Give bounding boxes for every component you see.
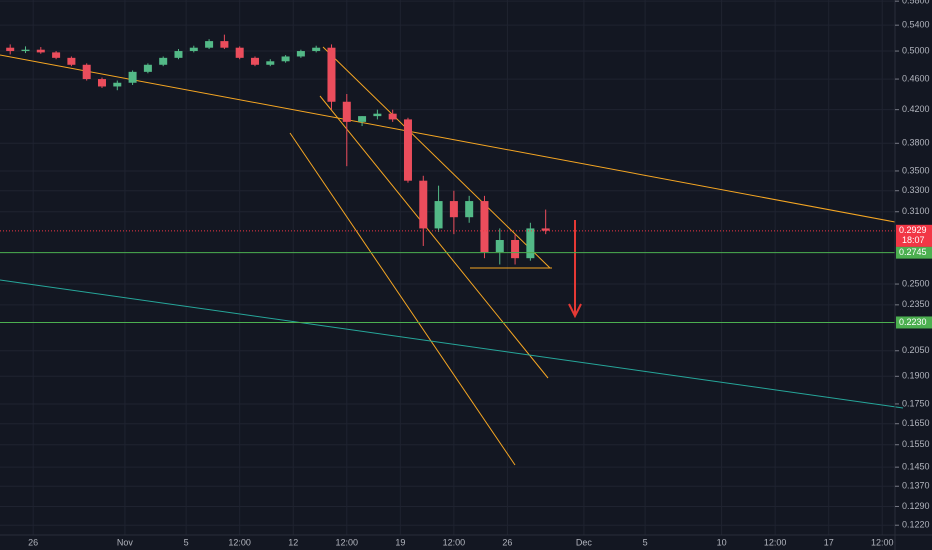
countdown-label: 18:07 bbox=[902, 235, 925, 245]
candle-body bbox=[342, 101, 351, 122]
candle-body bbox=[296, 51, 305, 57]
y-tick-label: 0.5000 bbox=[902, 45, 930, 55]
candle-body bbox=[113, 82, 122, 87]
candle-body bbox=[128, 71, 137, 83]
x-tick-label: 26 bbox=[502, 537, 512, 547]
level-label: 0.2745 bbox=[899, 247, 927, 257]
level-label-bg bbox=[896, 316, 932, 329]
y-tick-label: 0.1290 bbox=[902, 501, 930, 511]
trend-line bbox=[319, 95, 549, 379]
candle-body bbox=[174, 51, 183, 58]
y-tick-label: 0.5400 bbox=[902, 20, 930, 30]
candle-body bbox=[480, 201, 489, 253]
candle-body bbox=[281, 56, 290, 62]
x-tick-label: 12:00 bbox=[871, 537, 894, 547]
x-tick-label: 19 bbox=[395, 537, 405, 547]
y-tick-label: 0.2500 bbox=[902, 278, 930, 288]
candle-body bbox=[541, 228, 550, 231]
trend-line bbox=[0, 279, 904, 409]
y-tick-label: 0.1220 bbox=[902, 520, 930, 530]
last-price-label: 0.2929 bbox=[899, 225, 927, 235]
y-tick-label: 0.4200 bbox=[902, 104, 930, 114]
x-tick-label: 12 bbox=[288, 537, 298, 547]
level-label: 0.2230 bbox=[899, 317, 927, 327]
arrow-head bbox=[568, 303, 582, 319]
candle-body bbox=[312, 47, 321, 52]
candle-body bbox=[82, 64, 91, 80]
candle-body bbox=[52, 52, 61, 58]
y-tick-label: 0.2350 bbox=[902, 299, 930, 309]
candle-body bbox=[266, 61, 275, 65]
candle-body bbox=[189, 47, 198, 52]
drawings bbox=[0, 46, 904, 466]
y-tick-label: 0.1370 bbox=[902, 481, 930, 491]
x-tick-label: Dec bbox=[576, 537, 593, 547]
candle-body bbox=[465, 201, 474, 218]
plot bbox=[0, 34, 895, 323]
candle-body bbox=[449, 201, 458, 218]
candle-body bbox=[511, 240, 520, 259]
y-tick-label: 0.1650 bbox=[902, 418, 930, 428]
candle-body bbox=[21, 49, 30, 52]
axes: 26 Nov 5 12:00 12 12:00 19 12:00 26 Dec 5 10 12:00 17… bbox=[28, 0, 932, 547]
trend-line bbox=[289, 132, 516, 466]
y-tick-label: 0.3300 bbox=[902, 185, 930, 195]
candle-body bbox=[159, 57, 168, 65]
candle-body bbox=[495, 240, 504, 253]
candle-body bbox=[67, 57, 76, 65]
candle-body bbox=[143, 64, 152, 72]
x-tick-label: 12:00 bbox=[336, 537, 359, 547]
x-tick-label: 26 bbox=[28, 537, 38, 547]
candle-body bbox=[419, 180, 428, 229]
x-tick-label: 17 bbox=[824, 537, 834, 547]
candle-body bbox=[434, 201, 443, 229]
y-tick-label: 0.5800 bbox=[902, 0, 930, 6]
y-tick-label: 0.1750 bbox=[902, 398, 930, 408]
y-tick-label: 0.3100 bbox=[902, 206, 930, 216]
y-tick-label: 0.4600 bbox=[902, 73, 930, 83]
candle-body bbox=[205, 41, 214, 48]
x-tick-label: 12:00 bbox=[443, 537, 466, 547]
x-tick-label: 12:00 bbox=[228, 537, 251, 547]
y-tick-label: 0.3800 bbox=[902, 138, 930, 148]
candle-body bbox=[36, 49, 45, 53]
y-tick-label: 0.1900 bbox=[902, 371, 930, 381]
x-tick-label: 5 bbox=[184, 537, 189, 547]
candle-body bbox=[403, 119, 412, 181]
candle-body bbox=[358, 116, 367, 122]
y-tick-label: 0.1450 bbox=[902, 462, 930, 472]
grid bbox=[0, 0, 895, 535]
trend-line bbox=[0, 54, 896, 223]
candle-body bbox=[327, 47, 336, 102]
candle-body bbox=[526, 228, 535, 259]
candle-body bbox=[220, 41, 229, 48]
x-tick-label: 12:00 bbox=[764, 537, 787, 547]
x-tick-label: 10 bbox=[717, 537, 727, 547]
x-tick-label: Nov bbox=[117, 537, 134, 547]
candle-body bbox=[388, 113, 397, 120]
candle-body bbox=[250, 57, 259, 65]
y-tick-label: 0.1550 bbox=[902, 439, 930, 449]
y-tick-label: 0.3500 bbox=[902, 165, 930, 175]
candle-body bbox=[97, 79, 106, 87]
candle-body bbox=[235, 47, 244, 58]
x-tick-label: 5 bbox=[643, 537, 648, 547]
y-tick-label: 0.2050 bbox=[902, 345, 930, 355]
level-label-bg bbox=[896, 246, 932, 259]
candle-body bbox=[373, 113, 382, 117]
trend-line bbox=[322, 46, 551, 269]
last-price-bg bbox=[896, 224, 932, 247]
candle-body bbox=[6, 47, 15, 52]
